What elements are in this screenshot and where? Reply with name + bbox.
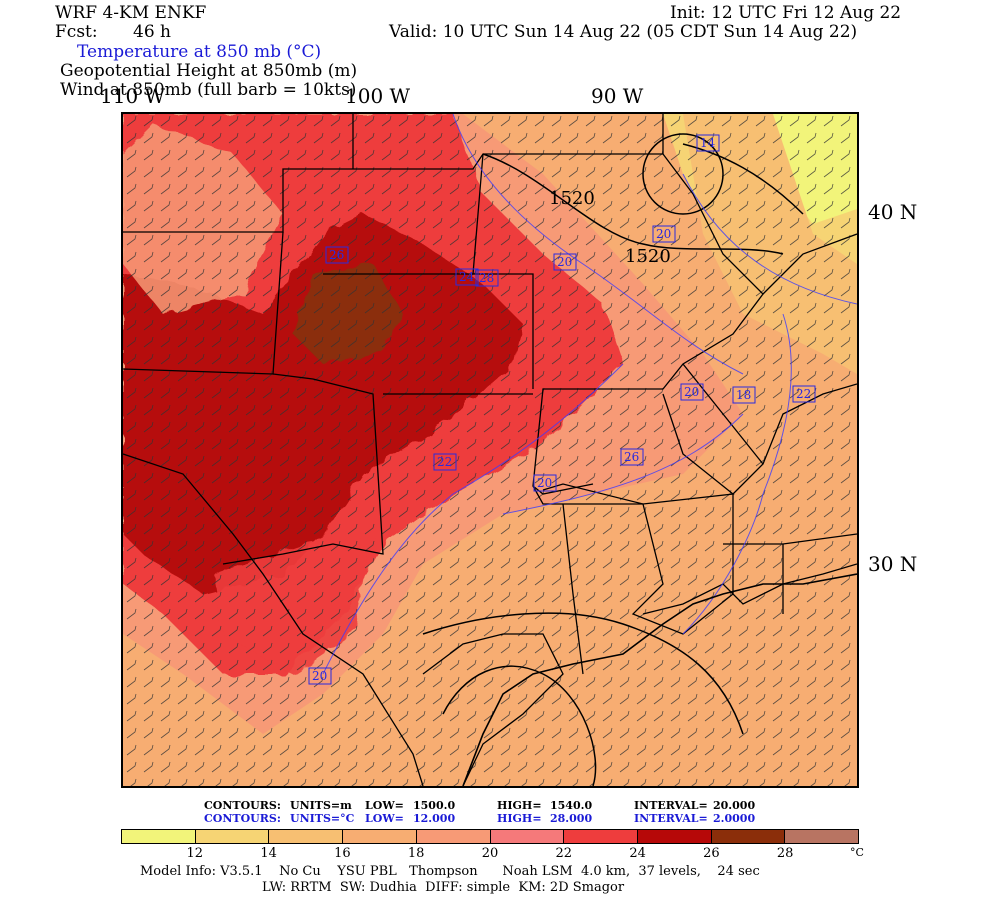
- init-time: Init: 12 UTC Fri 12 Aug 22: [670, 3, 902, 23]
- legend-swatch: [490, 830, 565, 843]
- physics-info: LW: RRTM SW: Dudhia DIFF: simple KM: 2D …: [262, 880, 625, 895]
- temp-interval-value: 2.0000: [713, 812, 756, 825]
- legend-swatch: [269, 830, 344, 843]
- temp-low-label: LOW=: [365, 812, 404, 825]
- temp-interval-label: INTERVAL=: [634, 812, 708, 825]
- legend-unit-label: °C: [850, 846, 864, 859]
- legend-tick-label: 14: [260, 846, 277, 861]
- temperature-label-text: 24: [459, 270, 475, 284]
- temperature-label-text: 26: [624, 450, 639, 464]
- height-label: 1520: [625, 246, 671, 267]
- temperature-label: 20: [308, 667, 332, 685]
- legend-swatch: [637, 830, 712, 843]
- temperature-label-text: 20: [557, 255, 572, 269]
- temperature-label-text: 26: [329, 248, 344, 262]
- height-label-1520-b: 1520: [625, 246, 671, 267]
- forecast-label: Fcst:: [55, 22, 98, 42]
- temp-contour-label: CONTOURS:: [204, 812, 281, 825]
- legend-swatch: [343, 830, 417, 843]
- height-contour-units: UNITS=m: [290, 799, 352, 812]
- height-label-1520-a: 1520: [549, 188, 595, 209]
- temperature-label: 18: [732, 386, 756, 404]
- temperature-label: 22: [433, 453, 457, 471]
- legend-tick-label: 26: [703, 846, 720, 861]
- temp-high-label: HIGH=: [497, 812, 542, 825]
- field-height: Geopotential Height at 850mb (m): [60, 61, 358, 81]
- lat-label-30n: 30 N: [868, 552, 918, 576]
- legend-tick-label: 16: [334, 846, 351, 861]
- height-low-value: 1500.0: [413, 799, 456, 812]
- temperature-contours: [322, 114, 857, 675]
- height-high-value: 1540.0: [550, 799, 593, 812]
- lon-label-90w: 90 W: [591, 84, 644, 108]
- model-title: WRF 4-KM ENKF: [55, 3, 207, 23]
- field-wind: Wind at 850mb (full barb = 10kts): [60, 80, 357, 100]
- political-borders: [123, 114, 857, 786]
- temp-low-value: 12.000: [413, 812, 456, 825]
- legend-tick-label: 22: [555, 846, 573, 861]
- temperature-label: 20: [680, 383, 704, 401]
- valid-time: Valid: 10 UTC Sun 14 Aug 22 (05 CDT Sun …: [389, 22, 858, 42]
- temperature-label-text: 22: [437, 455, 452, 469]
- height-label: 1520: [549, 188, 595, 209]
- temperature-label-text: 28: [479, 271, 494, 285]
- height-high-label: HIGH=: [497, 799, 542, 812]
- temperature-label-text: 14: [700, 136, 716, 150]
- temperature-labels: 14 26 24 28 20 20 22 20 18 22 20 26 20: [308, 134, 816, 685]
- temp-contour-units: UNITS=°C: [290, 812, 355, 825]
- lon-label-100w: 100 W: [345, 84, 411, 108]
- contour-labels: 1520 1520 14 26 24 28 20 20 22 20 18 22 20 26 20: [308, 134, 816, 685]
- legend-tick-label: 24: [629, 846, 646, 861]
- temperature-map: 1520 1520 14 26 24 28 20 20 22 20 18 22 20 26 20: [121, 112, 859, 788]
- forecast-hour: 46 h: [133, 22, 171, 42]
- temperature-label-text: 20: [656, 227, 671, 241]
- temperature-label: 28: [475, 269, 499, 287]
- legend-tick-label: 18: [407, 846, 425, 861]
- legend-tick-label: 28: [776, 846, 794, 861]
- height-contour-label: CONTOURS:: [204, 799, 281, 812]
- wind-barbs: [123, 114, 857, 786]
- lon-label-110w: 110 W: [100, 84, 166, 108]
- legend-swatch: [122, 830, 196, 843]
- color-legend: [121, 829, 859, 844]
- height-low-label: LOW=: [365, 799, 404, 812]
- model-info: Model Info: V3.5.1 No Cu YSU PBL Thompso…: [140, 864, 760, 879]
- temperature-label-text: 20: [684, 385, 699, 399]
- legend-tick-label: 20: [481, 846, 499, 861]
- height-interval-value: 20.000: [713, 799, 756, 812]
- height-contours: [422, 133, 804, 786]
- temperature-label: 26: [620, 448, 644, 466]
- temperature-label: 20: [533, 474, 557, 492]
- legend-swatch: [785, 830, 859, 843]
- temperature-label: 22: [792, 385, 816, 403]
- temperature-label-text: 22: [796, 387, 811, 401]
- legend-swatch: [711, 830, 786, 843]
- temperature-label: 14: [696, 134, 720, 152]
- field-temperature: Temperature at 850 mb (°C): [77, 42, 322, 62]
- legend-swatch: [564, 830, 638, 843]
- temperature-label-text: 20: [537, 476, 552, 490]
- temperature-label-text: 18: [736, 388, 751, 402]
- gulf-coastline: [462, 573, 857, 786]
- legend-tick-label: 12: [186, 846, 204, 861]
- height-interval-label: INTERVAL=: [634, 799, 708, 812]
- lat-label-40n: 40 N: [868, 200, 918, 224]
- temperature-label: 24: [455, 268, 479, 286]
- temp-high-value: 28.000: [550, 812, 593, 825]
- legend-swatch: [416, 830, 491, 843]
- temperature-label: 20: [553, 253, 577, 271]
- temperature-label-text: 20: [312, 669, 327, 683]
- legend-swatch: [195, 830, 270, 843]
- temperature-label: 26: [325, 246, 349, 264]
- map-canvas: 1520 1520 14 26 24 28 20 20 22 20 18 22 20 26 20: [123, 114, 857, 786]
- temperature-label: 20: [652, 225, 676, 243]
